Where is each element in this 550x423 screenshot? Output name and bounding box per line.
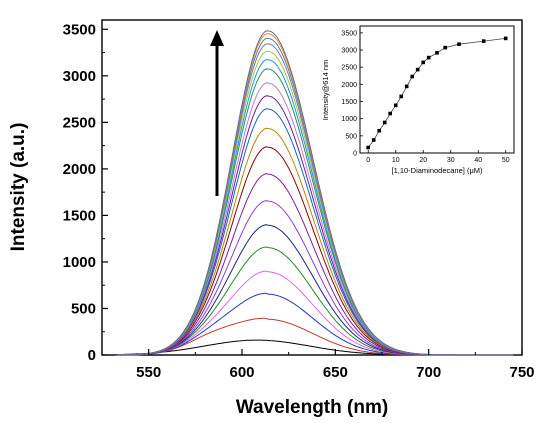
y-tick-label: 1500	[63, 207, 96, 224]
inset-y-tick-label: 3000	[341, 48, 357, 55]
x-tick-label: 700	[416, 364, 441, 381]
inset-x-tick-label: 40	[474, 157, 482, 164]
spectrum-curve	[115, 224, 513, 356]
x-tick-label: 550	[136, 364, 161, 381]
x-axis-ticks: 550 600 650 700 750	[136, 349, 535, 381]
increase-arrow	[210, 30, 224, 196]
inset-y-tick-label: 0	[353, 151, 357, 158]
inset-x-tick-label: 20	[419, 157, 427, 164]
inset-data-points	[366, 36, 508, 150]
inset-data-point	[435, 51, 439, 55]
inset-y-tick-label: 3500	[341, 30, 357, 37]
inset-data-point	[404, 84, 409, 89]
inset-x-axis-ticks: 0 10 20 30 40 50	[366, 150, 510, 164]
titration-inset-chart: 0 10 20 30 40 50 0 500 1000 1500 2000 2500 3000 3500…	[321, 25, 515, 175]
inset-data-point	[415, 67, 420, 72]
inset-data-point	[393, 103, 398, 108]
x-tick-label: 750	[509, 364, 534, 381]
inset-x-axis-title: [1,10-Diaminodecane] (μM)	[391, 166, 483, 175]
inset-data-point	[371, 138, 376, 142]
inset-y-tick-label: 2500	[341, 65, 357, 72]
y-tick-label: 500	[71, 300, 96, 317]
arrow-head	[210, 30, 224, 46]
inset-y-axis-title: Intensity@614 nm	[321, 60, 330, 121]
inset-y-tick-label: 1000	[341, 116, 357, 123]
y-tick-label: 0	[88, 347, 96, 364]
y-tick-label: 2500	[63, 114, 96, 131]
x-tick-label: 650	[323, 364, 348, 381]
y-tick-label: 1000	[63, 254, 96, 271]
main-plot-frame	[101, 19, 523, 356]
inset-plot-frame	[359, 25, 515, 154]
inset-x-tick-label: 50	[502, 157, 510, 164]
inset-data-point	[421, 60, 425, 65]
y-axis-title: Intensity (a.u.)	[8, 123, 29, 252]
inset-x-tick-label: 30	[447, 157, 455, 164]
inset-x-tick-label: 0	[366, 157, 370, 164]
y-axis-ticks: 0 500 1000 1500 2000 2500 3000 3500	[63, 21, 108, 364]
inset-data-point	[481, 39, 486, 43]
inset-data-point	[388, 111, 392, 116]
y-tick-label: 3000	[63, 68, 96, 85]
inset-data-point	[377, 128, 381, 133]
x-axis-title: Wavelength (nm)	[236, 397, 388, 418]
inset-y-axis-ticks: 0 500 1000 1500 2000 2500 3000 3500	[341, 30, 363, 158]
inset-y-tick-label: 1500	[341, 99, 357, 106]
spectrum-curves	[115, 30, 513, 356]
inset-data-point	[457, 42, 461, 46]
inset-data-point	[426, 55, 431, 60]
x-tick-label: 600	[229, 364, 254, 381]
emission-spectrum-chart: 550 600 650 700 750 050010001500200025003000…	[8, 19, 535, 418]
spectrum-curve	[115, 317, 513, 356]
inset-data-point	[443, 45, 447, 50]
y-tick-label: 3500	[63, 21, 96, 38]
inset-y-tick-label: 500	[345, 133, 357, 140]
inset-x-tick-label: 10	[392, 157, 400, 164]
inset-data-point	[503, 36, 508, 41]
inset-y-tick-label: 2000	[341, 82, 357, 89]
inset-data-point	[399, 94, 403, 99]
inset-data-point	[366, 145, 370, 150]
inset-data-point	[410, 74, 414, 79]
spectrum-curve	[115, 30, 513, 356]
inset-data-point	[382, 120, 387, 125]
y-tick-label: 2000	[63, 161, 96, 178]
